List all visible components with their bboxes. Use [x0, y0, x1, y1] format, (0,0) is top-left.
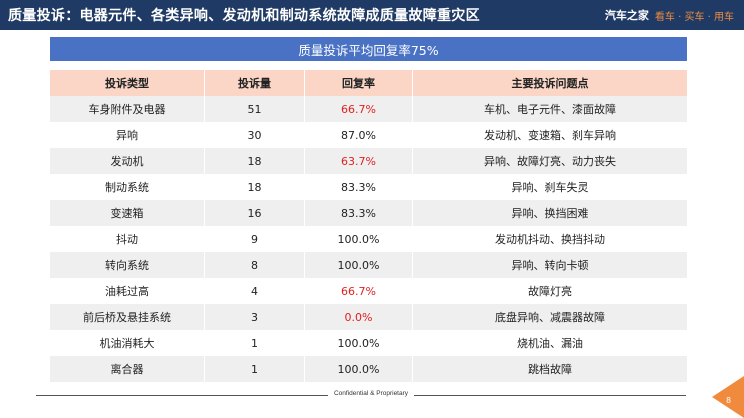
page-number: 8: [726, 396, 732, 405]
cell-count: 16: [205, 200, 305, 226]
cell-issues: 异响、故障灯亮、动力丧失: [484, 155, 616, 168]
table-row: 前后桥及悬挂系统 3 0.0% 底盘异响、减震器故障: [50, 304, 687, 330]
cell-type: 发动机: [50, 148, 205, 174]
table-row: 抖动 9 100.0% 发动机抖动、换挡抖动: [50, 226, 687, 252]
cell-rate: 83.3%: [305, 174, 413, 200]
cell-issues: 跳档故障: [528, 363, 572, 376]
cell-issues: 底盘异响、减震器故障: [495, 311, 605, 324]
cell-rate: 100.0%: [305, 356, 413, 382]
cell-rate: 63.7%: [305, 148, 413, 174]
table-row: 车身附件及电器 51 66.7% 车机、电子元件、漆面故障: [50, 96, 687, 122]
cell-issues: 异响、换挡困难: [511, 207, 589, 220]
cell-count: 8: [205, 252, 305, 278]
table-body: 车身附件及电器 51 66.7% 车机、电子元件、漆面故障 异响 30 87.0% 发动机、变…: [50, 96, 687, 382]
cell-rate: 100.0%: [305, 252, 413, 278]
cell-type: 抖动: [50, 226, 205, 252]
cell-count: 51: [205, 96, 305, 122]
footer-confidential: Confidential & Proprietary: [333, 390, 409, 397]
cell-rate: 0.0%: [305, 304, 413, 330]
table-row: 机油消耗大 1 100.0% 烧机油、漏油: [50, 330, 687, 356]
column-header-issues: 主要投诉问题点: [511, 77, 589, 90]
cell-type: 油耗过高: [50, 278, 205, 304]
cell-rate: 66.7%: [305, 96, 413, 122]
cell-type: 制动系统: [50, 174, 205, 200]
summary-banner: 质量投诉平均回复率75%: [50, 37, 687, 61]
column-header-count: 投诉量: [205, 70, 305, 96]
cell-type: 机油消耗大: [50, 330, 205, 356]
cell-rate: 100.0%: [305, 226, 413, 252]
cell-count: 1: [205, 330, 305, 356]
cell-type: 异响: [50, 122, 205, 148]
cell-rate: 66.7%: [305, 278, 413, 304]
brand-logo: 汽车之家 看车 · 买车 · 用车: [605, 7, 734, 23]
table-row: 异响 30 87.0% 发动机、变速箱、刹车异响: [50, 122, 687, 148]
cell-rate: 87.0%: [305, 122, 413, 148]
table-row: 发动机 18 63.7% 异响、故障灯亮、动力丧失: [50, 148, 687, 174]
cell-count: 18: [205, 148, 305, 174]
brand-slogan: 看车 · 买车 · 用车: [654, 11, 734, 23]
column-header-type: 投诉类型: [50, 70, 205, 96]
table-row: 油耗过高 4 66.7% 故障灯亮: [50, 278, 687, 304]
table-row: 变速箱 16 83.3% 异响、换挡困难: [50, 200, 687, 226]
cell-type: 转向系统: [50, 252, 205, 278]
cell-type: 变速箱: [50, 200, 205, 226]
cell-count: 1: [205, 356, 305, 382]
cell-issues: 发动机抖动、换挡抖动: [495, 233, 605, 246]
cell-rate: 83.3%: [305, 200, 413, 226]
table-row: 制动系统 18 83.3% 异响、刹车失灵: [50, 174, 687, 200]
cell-issues: 烧机油、漏油: [517, 337, 583, 350]
cell-count: 30: [205, 122, 305, 148]
cell-type: 前后桥及悬挂系统: [50, 304, 205, 330]
complaints-table: 投诉类型 投诉量 回复率 主要投诉问题点 车身附件及电器 51 66.7% 车机、电子…: [50, 70, 687, 382]
footer-divider-right: [414, 395, 686, 396]
column-header-rate: 回复率: [305, 70, 413, 96]
corner-accent-shape: [712, 376, 744, 418]
footer-divider-left: [36, 395, 328, 396]
cell-issues: 故障灯亮: [528, 285, 572, 298]
cell-count: 3: [205, 304, 305, 330]
table-header-row: 投诉类型 投诉量 回复率 主要投诉问题点: [50, 70, 687, 96]
cell-issues: 发动机、变速箱、刹车异响: [484, 129, 616, 142]
cell-count: 18: [205, 174, 305, 200]
cell-count: 4: [205, 278, 305, 304]
cell-count: 9: [205, 226, 305, 252]
slide-header: 质量投诉：电器元件、各类异响、发动机和制动系统故障成质量故障重灾区 汽车之家 看…: [0, 0, 744, 30]
brand-name: 汽车之家: [604, 9, 649, 22]
cell-issues: 异响、刹车失灵: [511, 181, 589, 194]
cell-issues: 车机、电子元件、漆面故障: [484, 103, 616, 116]
slide-title: 质量投诉：电器元件、各类异响、发动机和制动系统故障成质量故障重灾区: [8, 8, 480, 24]
cell-type: 离合器: [50, 356, 205, 382]
cell-rate: 100.0%: [305, 330, 413, 356]
table-row: 离合器 1 100.0% 跳档故障: [50, 356, 687, 382]
cell-issues: 异响、转向卡顿: [511, 259, 589, 272]
table-row: 转向系统 8 100.0% 异响、转向卡顿: [50, 252, 687, 278]
cell-type: 车身附件及电器: [50, 96, 205, 122]
